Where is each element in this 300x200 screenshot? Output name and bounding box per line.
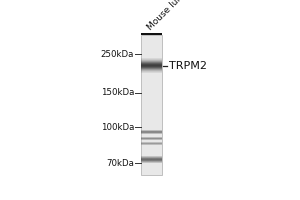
Bar <box>141 33 162 35</box>
Text: 250kDa: 250kDa <box>100 50 134 59</box>
Text: 150kDa: 150kDa <box>100 88 134 97</box>
Text: TRPM2: TRPM2 <box>169 61 207 71</box>
Text: 100kDa: 100kDa <box>100 123 134 132</box>
Text: Mouse lung: Mouse lung <box>146 0 189 32</box>
Text: 70kDa: 70kDa <box>106 159 134 168</box>
Bar <box>141 35 162 175</box>
